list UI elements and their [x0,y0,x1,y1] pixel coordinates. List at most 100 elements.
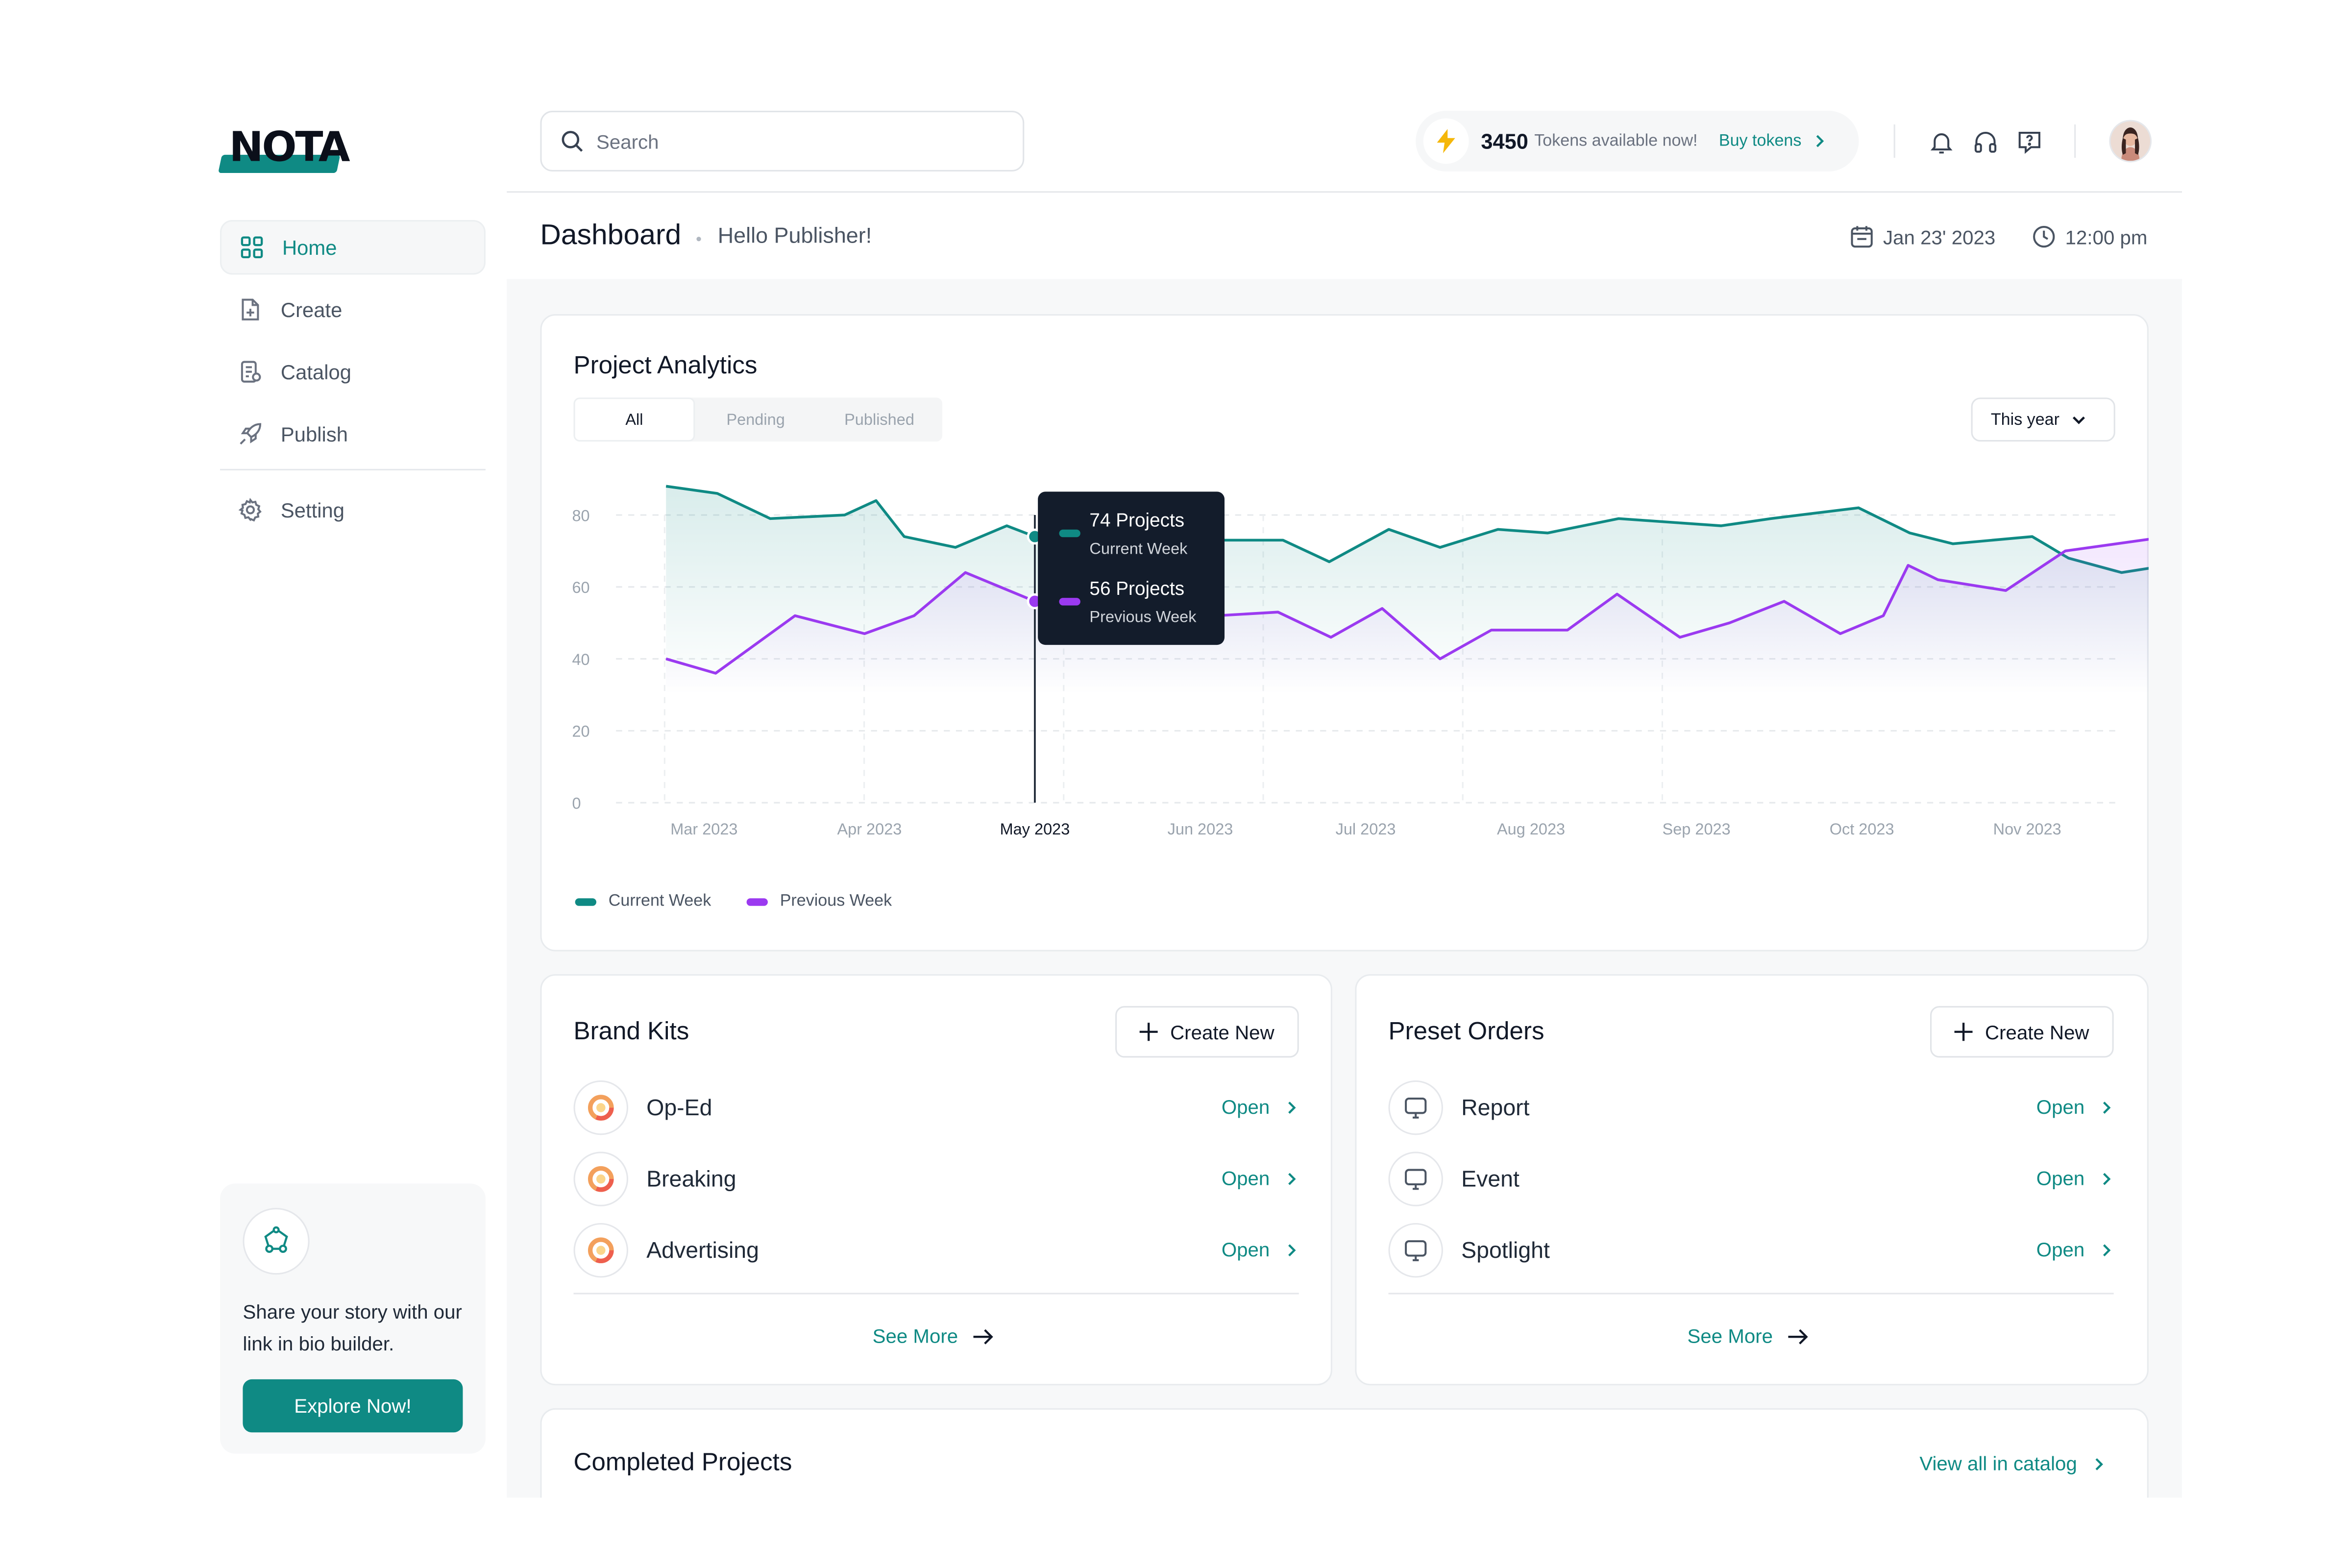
brand-kits-create-button[interactable]: Create New [1115,1006,1299,1058]
sidebar-item-label: Home [282,236,337,259]
list-divider [1388,1293,2114,1295]
preset-orders-card [1355,974,2149,1386]
legend-current-label: Current Week [608,892,711,911]
y-tick-label: 20 [572,723,589,740]
tooltip-current-swatch [1059,529,1080,538]
tab-published[interactable]: Published [844,410,914,429]
open-link-label: Open [1221,1095,1270,1119]
search-placeholder: Search [596,129,659,153]
legend-previous-label: Previous Week [780,892,892,911]
chevron-right-icon[interactable] [1813,134,1826,149]
tokens-pill: 3450 Tokens available now! Buy tokens [1416,111,1859,172]
tokens-text: Tokens available now! [1534,132,1698,150]
brand-kit-label: Op-Ed [646,1095,712,1121]
preset-orders-title: Preset Orders [1388,1018,1544,1046]
chevron-right-icon [1285,1242,1297,1257]
sidebar-divider [220,468,486,470]
range-select[interactable]: This year [1971,397,2115,442]
tokens-count: 3450 [1481,129,1528,153]
open-link[interactable]: Open [1222,1096,1297,1118]
sidebar-nav: Home Create Catalog Publish Setting [220,220,486,545]
sidebar-item-label: Create [280,298,343,321]
plus-icon [1955,1023,1973,1041]
open-link-label: Open [2036,1095,2085,1119]
sidebar-item-publish[interactable]: Publish [220,407,486,461]
monitor-icon [1388,1152,1443,1206]
create-button-label: Create New [1170,1020,1274,1043]
rocket-icon [238,422,263,446]
x-tick-label: Oct 2023 [1830,820,1894,838]
chevron-right-icon [2100,1242,2112,1257]
brand-kit-logo-icon [573,1152,629,1206]
list-divider [573,1293,1299,1295]
tooltip-current-label: Current Week [1089,540,1188,559]
brand-kits-card [540,974,1332,1386]
brand-kit-logo-icon [573,1223,629,1278]
sidebar-item-home[interactable]: Home [220,220,486,275]
open-link[interactable]: Open [2036,1096,2112,1118]
analytics-chart[interactable]: 0 20 40 60 80 Mar 2023 Apr 2023 May 2023 Jun 202… [540,455,2149,850]
calendar-icon [1850,224,1874,249]
legend-previous[interactable]: Previous Week [746,892,892,911]
page-title: Dashboard [540,220,682,252]
sidebar-item-create[interactable]: Create [220,282,486,337]
list-item: Report [1388,1079,1530,1137]
chevron-right-icon [2100,1171,2112,1186]
brand-kits-see-more[interactable]: See More [873,1324,995,1348]
open-link-label: Open [1221,1167,1270,1190]
header-date-text: Jan 23' 2023 [1883,225,1996,248]
gear-icon [238,497,263,522]
y-tick-label: 0 [572,795,581,812]
topbar-divider-line [507,191,2182,193]
headphones-icon[interactable] [1971,127,1999,155]
completed-projects-card [540,1408,2149,1498]
tab-all[interactable]: All [573,397,695,442]
list-item: Event [1388,1150,1519,1208]
help-chat-icon[interactable] [2015,127,2042,155]
clock-icon [2032,224,2056,249]
series-line [665,538,2149,675]
list-item: Advertising [573,1222,759,1279]
chart-tooltip: 74 Projects Current Week 56 Projects Pre… [1038,491,1225,645]
search-input[interactable]: Search [540,111,1025,172]
topbar-divider [1893,124,1895,158]
x-tick-label: Sep 2023 [1663,820,1731,838]
bell-icon[interactable] [1927,127,1955,155]
x-tick-label: Jul 2023 [1336,820,1396,838]
open-link[interactable]: Open [2036,1238,2112,1261]
chevron-right-icon [1285,1171,1297,1186]
sidebar-item-catalog[interactable]: Catalog [220,344,486,399]
promo-card: Share your story with our link in bio bu… [220,1183,486,1454]
open-link-label: Open [1221,1238,1270,1261]
preset-orders-see-more[interactable]: See More [1688,1324,1810,1348]
logo-text: NOTA [229,124,350,172]
x-tick-label: Nov 2023 [1993,820,2061,838]
x-tick-label: May 2023 [1000,820,1070,838]
header-time-text: 12:00 pm [2065,225,2148,248]
view-all-catalog-link[interactable]: View all in catalog [1919,1452,2104,1475]
monitor-icon [1388,1080,1443,1135]
analytics-title: Project Analytics [573,352,758,380]
open-link[interactable]: Open [1222,1238,1297,1261]
promo-text: Share your story with our link in bio bu… [243,1300,462,1355]
brand-kit-label: Advertising [646,1237,759,1264]
sidebar-item-label: Catalog [280,360,352,383]
avatar[interactable] [2109,120,2152,163]
tab-pending[interactable]: Pending [726,410,785,429]
arrow-right-icon [1788,1327,1809,1345]
preset-orders-create-button[interactable]: Create New [1930,1006,2114,1058]
explore-now-button[interactable]: Explore Now! [243,1379,463,1433]
sidebar-item-setting[interactable]: Setting [220,483,486,537]
buy-tokens-link[interactable]: Buy tokens [1718,132,1802,150]
x-tick-label: Mar 2023 [670,820,737,838]
logo[interactable]: NOTA [218,124,350,179]
open-link[interactable]: Open [2036,1167,2112,1190]
open-link[interactable]: Open [1221,1167,1297,1190]
brand-kit-label: Breaking [646,1166,736,1192]
list-item: Breaking [573,1150,736,1208]
chevron-down-icon [2072,414,2087,426]
monitor-icon [1388,1223,1443,1278]
grid-icon [240,235,264,260]
legend-current[interactable]: Current Week [575,892,711,910]
